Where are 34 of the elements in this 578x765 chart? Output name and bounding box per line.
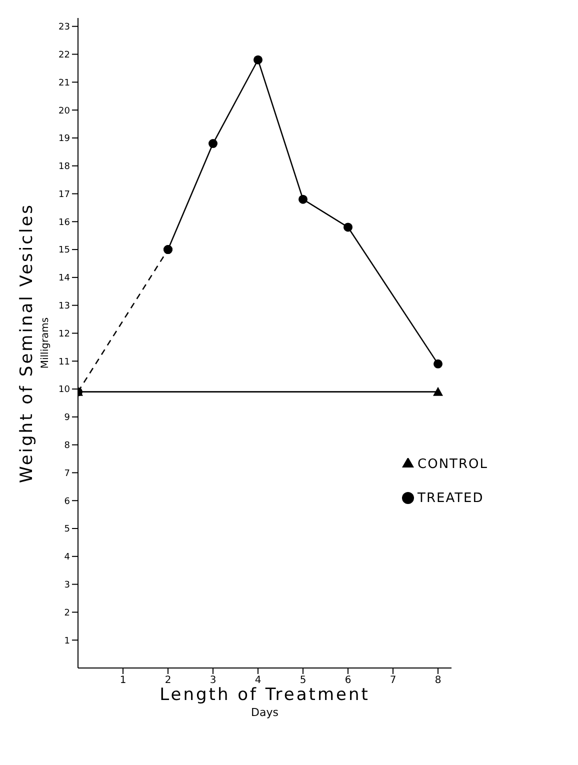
- y-tick-label: 1: [64, 636, 70, 646]
- y-tick-label: 17: [58, 190, 70, 200]
- y-tick-label: 18: [58, 162, 70, 172]
- y-tick-label: 5: [64, 524, 70, 535]
- x-tick-label: 8: [434, 675, 442, 686]
- y-tick-label: 14: [58, 274, 70, 284]
- y-tick-label: 19: [58, 134, 70, 144]
- y-tick-label: 10: [58, 385, 70, 396]
- x-tick-label: 6: [344, 675, 352, 686]
- y-tick-label: 13: [58, 302, 70, 312]
- legend-label: CONTROL: [418, 457, 488, 472]
- y-tick-label: 20: [58, 106, 70, 116]
- y-tick-label: 15: [58, 246, 70, 256]
- x-tick-label: 1: [120, 675, 126, 686]
- y-tick-label: 16: [58, 218, 70, 228]
- x-tick-label: 4: [254, 675, 262, 686]
- x-tick-label: 5: [300, 675, 306, 686]
- y-tick-label: 7: [64, 468, 70, 479]
- y-tick-label: 9: [64, 413, 70, 424]
- y-tick-label: 12: [58, 329, 70, 340]
- y-tick-label: 2: [64, 608, 70, 618]
- x-axis-title: Length of Treatment Days: [160, 685, 370, 719]
- y-tick-label: 6: [64, 496, 70, 507]
- y-tick-label: 21: [58, 78, 70, 88]
- y-tick-label: 11: [58, 357, 70, 368]
- x-tick-label: 7: [390, 675, 396, 686]
- y-tick-label: 4: [64, 552, 70, 563]
- x-tick-label: 2: [164, 675, 172, 686]
- y-tick-label: 3: [64, 580, 70, 591]
- y-tick-label: 22: [58, 50, 70, 60]
- legend-label: TREATED: [418, 491, 484, 506]
- x-tick-label: 3: [210, 675, 216, 686]
- y-tick-label: 8: [64, 441, 70, 452]
- y-tick-label: 23: [58, 22, 70, 33]
